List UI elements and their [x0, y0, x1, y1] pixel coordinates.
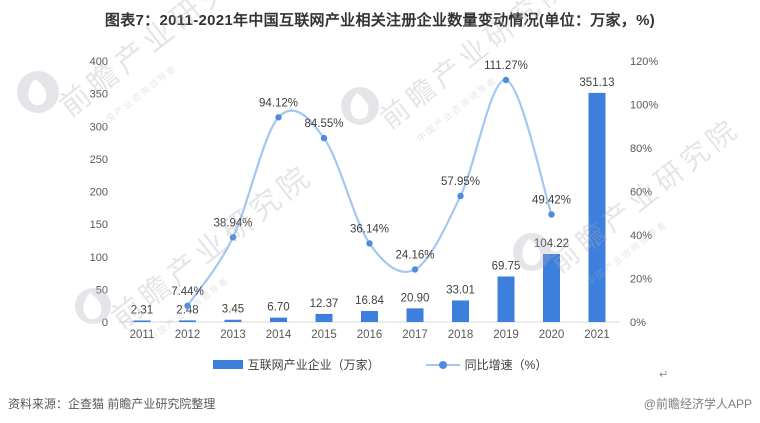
- svg-text:2015: 2015: [311, 329, 337, 341]
- svg-text:111.27%: 111.27%: [484, 60, 528, 72]
- footer: 资料来源：企查猫 前瞻产业研究院整理 @前瞻经济学人APP: [8, 395, 752, 412]
- svg-text:80%: 80%: [630, 143, 652, 155]
- svg-text:2016: 2016: [357, 329, 383, 341]
- svg-text:351.13: 351.13: [579, 77, 614, 89]
- svg-text:40%: 40%: [630, 230, 652, 242]
- svg-text:94.12%: 94.12%: [259, 97, 298, 109]
- svg-text:100%: 100%: [630, 100, 658, 112]
- svg-text:250: 250: [90, 154, 108, 166]
- svg-text:2013: 2013: [220, 329, 246, 341]
- legend-item-bar: 互联网产业企业（万家）: [212, 356, 380, 373]
- svg-text:38.94%: 38.94%: [213, 217, 252, 229]
- svg-text:12.37: 12.37: [310, 298, 339, 310]
- line-swatch-icon: [425, 360, 460, 369]
- svg-text:20.90: 20.90: [401, 292, 430, 304]
- svg-text:300: 300: [90, 121, 108, 133]
- svg-text:60%: 60%: [630, 187, 652, 199]
- svg-text:2011: 2011: [130, 329, 155, 341]
- svg-text:150: 150: [90, 219, 108, 231]
- svg-text:33.01: 33.01: [446, 284, 475, 296]
- svg-text:16.84: 16.84: [355, 295, 384, 307]
- svg-text:2.31: 2.31: [131, 304, 153, 316]
- svg-text:2019: 2019: [493, 329, 519, 341]
- svg-text:0: 0: [102, 317, 108, 329]
- svg-text:2014: 2014: [266, 329, 292, 341]
- legend-bar-label: 互联网产业企业（万家）: [247, 358, 380, 372]
- legend-item-line: 同比增速（%）: [425, 356, 548, 373]
- svg-text:6.70: 6.70: [267, 302, 289, 314]
- legend: 互联网产业企业（万家） 同比增速（%）: [0, 356, 760, 373]
- line-marker-icon: [438, 360, 447, 369]
- svg-text:120%: 120%: [630, 56, 658, 68]
- source-note: 资料来源：企查猫 前瞻产业研究院整理: [8, 397, 216, 411]
- svg-text:84.55%: 84.55%: [304, 118, 343, 130]
- chart-title: 图表7：2011-2021年中国互联网产业相关注册企业数量变动情况(单位：万家，…: [104, 12, 656, 29]
- svg-text:24.16%: 24.16%: [395, 249, 434, 261]
- svg-text:69.75: 69.75: [492, 260, 521, 272]
- svg-text:100: 100: [90, 252, 108, 264]
- svg-text:0%: 0%: [630, 317, 646, 329]
- svg-text:57.95%: 57.95%: [441, 176, 480, 188]
- svg-text:2018: 2018: [448, 329, 474, 341]
- svg-text:2020: 2020: [539, 329, 565, 341]
- svg-text:2017: 2017: [402, 329, 428, 341]
- svg-text:2.48: 2.48: [176, 304, 198, 316]
- svg-text:20%: 20%: [630, 274, 652, 286]
- svg-text:104.22: 104.22: [534, 238, 569, 250]
- credit-note: @前瞻经济学人APP: [643, 397, 752, 411]
- return-mark-icon: ↵: [659, 369, 669, 381]
- svg-text:36.14%: 36.14%: [350, 223, 389, 235]
- svg-text:3.45: 3.45: [222, 304, 244, 316]
- bar-swatch-icon: [212, 360, 243, 369]
- svg-text:49.42%: 49.42%: [532, 195, 571, 207]
- svg-text:2021: 2021: [584, 329, 610, 341]
- svg-text:50: 50: [96, 284, 108, 296]
- svg-text:200: 200: [90, 187, 108, 199]
- svg-text:2012: 2012: [175, 329, 201, 341]
- legend-line-label: 同比增速（%）: [464, 358, 548, 372]
- svg-text:7.44%: 7.44%: [171, 286, 204, 298]
- svg-text:400: 400: [90, 56, 108, 68]
- svg-text:350: 350: [90, 89, 108, 101]
